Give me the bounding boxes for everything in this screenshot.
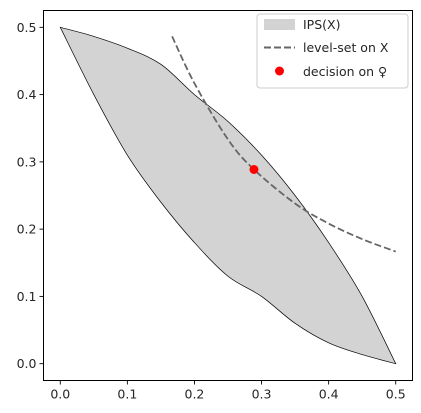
ips-region [59,26,397,365]
legend-swatch-ips [264,19,295,30]
plot-area [59,26,397,365]
y-tick-label: 0.4 [17,87,37,102]
decision-point [249,164,259,174]
y-tick-label: 0.5 [17,20,37,35]
x-tick-label: 0.2 [185,387,205,402]
legend-box [256,13,409,89]
y-tick-label: 0.3 [17,154,37,169]
axes-frame [43,10,413,381]
y-tick-label: 0.2 [17,222,37,237]
y-tick-label: 0.0 [17,356,37,371]
x-tick-label: 0.3 [252,387,272,402]
legend-label-decision: decision on ♀ [303,64,387,79]
level-set-line [171,35,397,253]
x-axis: 0.0 0.1 0.2 0.3 0.4 0.5 [50,380,406,402]
x-tick-label: 0.5 [386,387,406,402]
legend-swatch-decision [275,66,284,76]
x-tick-label: 0.1 [117,387,137,402]
x-tick-label: 0.4 [319,387,339,402]
legend-label-level-set: level-set on X [303,40,389,55]
y-axis: 0.0 0.1 0.2 0.3 0.4 0.5 [17,20,44,371]
legend: IPS(X) level-set on X decision on ♀ [256,13,409,89]
y-tick-label: 0.1 [17,289,37,304]
legend-label-ips: IPS(X) [303,17,340,32]
x-tick-label: 0.0 [50,387,70,402]
